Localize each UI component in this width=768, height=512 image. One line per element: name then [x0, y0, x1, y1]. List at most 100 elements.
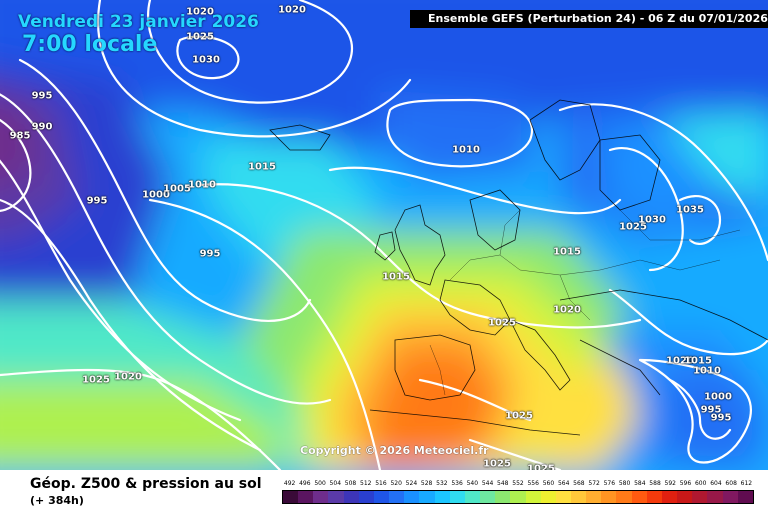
- color-scale-bar: [282, 490, 754, 504]
- color-scale-label: 520: [390, 480, 402, 487]
- valid-local-time: 7:00 locale: [22, 32, 158, 57]
- isobar-label: 1005: [163, 183, 191, 195]
- color-scale-swatch: [540, 491, 556, 503]
- color-scale-swatch: [677, 491, 693, 503]
- geopotential-field: [0, 0, 768, 470]
- color-scale-label: 524: [405, 480, 418, 487]
- isobar-label: 995: [31, 90, 53, 102]
- color-scale-swatch: [283, 491, 299, 503]
- color-scale-label: 504: [329, 480, 342, 487]
- color-scale-swatch: [555, 491, 571, 503]
- color-scale-label: 576: [603, 480, 616, 487]
- color-scale-swatch: [707, 491, 723, 503]
- isobar-label: 995: [86, 195, 108, 207]
- color-scale-swatch: [510, 491, 526, 503]
- color-scale-swatch: [343, 491, 359, 503]
- isobar-label: 1030: [192, 54, 220, 66]
- color-scale-swatch: [737, 491, 753, 503]
- color-scale-swatch: [313, 491, 329, 503]
- isobar-label: 1010: [452, 144, 480, 156]
- color-scale-label: 532: [436, 480, 448, 487]
- product-title: Géop. Z500 & pression au sol: [30, 476, 262, 492]
- color-scale-label: 608: [725, 480, 737, 487]
- color-scale-swatch: [722, 491, 738, 503]
- isobar-label: 995: [710, 412, 732, 424]
- isobar-label: 1020: [186, 6, 214, 18]
- copyright-notice: Copyright © 2026 Meteociel.fr: [300, 444, 489, 457]
- color-scale-label: 500: [314, 480, 326, 487]
- color-scale-swatch: [495, 491, 511, 503]
- color-scale-label: 536: [451, 480, 463, 487]
- model-run-banner: Ensemble GEFS (Perturbation 24) - 06 Z d…: [410, 10, 768, 28]
- color-scale-label: 564: [557, 480, 570, 487]
- isobar-label: 1020: [278, 4, 306, 16]
- color-scale-label: 556: [527, 480, 539, 487]
- color-scale-label: 612: [740, 480, 753, 487]
- isobar-label: 1020: [553, 304, 581, 316]
- color-scale-swatch: [449, 491, 465, 503]
- valid-date: Vendredi 23 janvier 2026: [18, 12, 259, 32]
- color-scale-swatch: [389, 491, 405, 503]
- forecast-hour: (+ 384h): [30, 494, 84, 507]
- color-scale-swatch: [464, 491, 481, 503]
- isobar-label: 995: [199, 248, 221, 260]
- color-scale-label: 508: [344, 480, 357, 487]
- isobar-label: 1025: [186, 31, 214, 43]
- color-scale-swatch: [328, 491, 344, 503]
- color-scale-labels: 492 496 500 504 508 512 516 520 524 528 532 536 540 5…: [282, 480, 754, 488]
- isobar-label: 1010: [188, 179, 216, 191]
- color-scale-label: 584: [634, 480, 646, 487]
- color-scale-label: 544: [481, 480, 494, 487]
- isobar-label: 1025: [483, 458, 511, 470]
- isobar-lines: [0, 0, 768, 470]
- color-scale-label: 600: [694, 480, 707, 487]
- isobar-label: 1025: [82, 374, 110, 386]
- color-scale-label: 596: [679, 480, 692, 487]
- color-scale-label: 528: [420, 480, 433, 487]
- coastlines: [269, 99, 768, 436]
- color-scale-label: 560: [542, 480, 555, 487]
- isobar-label: 1015: [553, 246, 581, 258]
- weather-map: [0, 0, 768, 470]
- color-scale-swatch: [586, 491, 602, 503]
- color-scale-swatch: [480, 491, 496, 503]
- color-scale-label: 540: [466, 480, 479, 487]
- color-scale-label: 492: [283, 480, 296, 487]
- color-scale-label: 588: [649, 480, 661, 487]
- color-scale-swatch: [692, 491, 708, 503]
- isobar-label: 1025: [505, 410, 533, 422]
- isobar-label: 1025: [619, 221, 647, 233]
- color-scale-swatch: [434, 491, 450, 503]
- color-scale-label: 548: [497, 480, 509, 487]
- color-scale-label: 604: [710, 480, 722, 487]
- borders: [429, 209, 741, 396]
- isobar-label: 1025: [527, 463, 555, 475]
- color-scale-swatch: [373, 491, 390, 503]
- isobar-label: 1030: [638, 214, 666, 226]
- color-scale-swatch: [570, 491, 587, 503]
- color-scale-swatch: [646, 491, 662, 503]
- isobar-label: 990: [31, 121, 53, 133]
- color-scale-label: 592: [664, 480, 676, 487]
- isobar-label: 1025: [488, 317, 516, 329]
- color-scale-label: 496: [299, 480, 311, 487]
- isobar-label: 1015: [382, 271, 410, 283]
- isobar-label: 1000: [704, 391, 732, 403]
- color-scale-swatch: [404, 491, 420, 503]
- color-scale-label: 572: [588, 480, 600, 487]
- color-scale-label: 552: [512, 480, 524, 487]
- color-scale-label: 568: [573, 480, 585, 487]
- color-scale-label: 516: [375, 480, 387, 487]
- color-scale-swatch: [631, 491, 647, 503]
- color-scale-swatch: [419, 491, 435, 503]
- color-scale-swatch: [525, 491, 541, 503]
- isobar-label: 1020: [114, 371, 142, 383]
- isobar-label: 1035: [676, 204, 704, 216]
- isobar-label: 1015: [248, 161, 276, 173]
- color-scale-swatch: [616, 491, 632, 503]
- isobar-label: 985: [9, 130, 31, 142]
- isobar-label: 995: [700, 404, 722, 416]
- color-scale-label: 580: [618, 480, 631, 487]
- isobar-label: 1010: [693, 365, 721, 377]
